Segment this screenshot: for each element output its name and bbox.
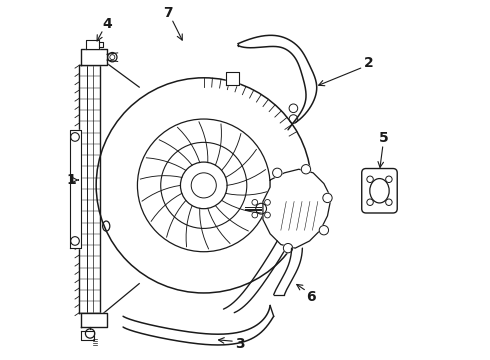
Circle shape [386, 176, 392, 183]
Text: 4: 4 [102, 17, 112, 31]
Circle shape [367, 199, 373, 206]
Circle shape [386, 199, 392, 206]
Circle shape [301, 165, 311, 174]
Circle shape [283, 243, 293, 253]
Text: 2: 2 [364, 57, 373, 71]
Circle shape [367, 176, 373, 183]
Text: 3: 3 [235, 337, 245, 351]
Text: 6: 6 [307, 289, 316, 303]
Polygon shape [226, 72, 239, 85]
Text: 5: 5 [379, 131, 389, 145]
Text: 1: 1 [67, 173, 76, 187]
Polygon shape [71, 130, 81, 248]
Circle shape [323, 193, 332, 203]
Polygon shape [81, 330, 94, 339]
Polygon shape [87, 40, 99, 49]
Polygon shape [263, 169, 331, 248]
Circle shape [272, 168, 282, 177]
Polygon shape [79, 65, 100, 313]
Circle shape [180, 162, 227, 209]
Circle shape [319, 226, 329, 235]
Polygon shape [81, 313, 107, 327]
Ellipse shape [370, 179, 389, 203]
Text: 7: 7 [163, 6, 172, 20]
FancyBboxPatch shape [362, 168, 397, 213]
Polygon shape [81, 49, 107, 65]
